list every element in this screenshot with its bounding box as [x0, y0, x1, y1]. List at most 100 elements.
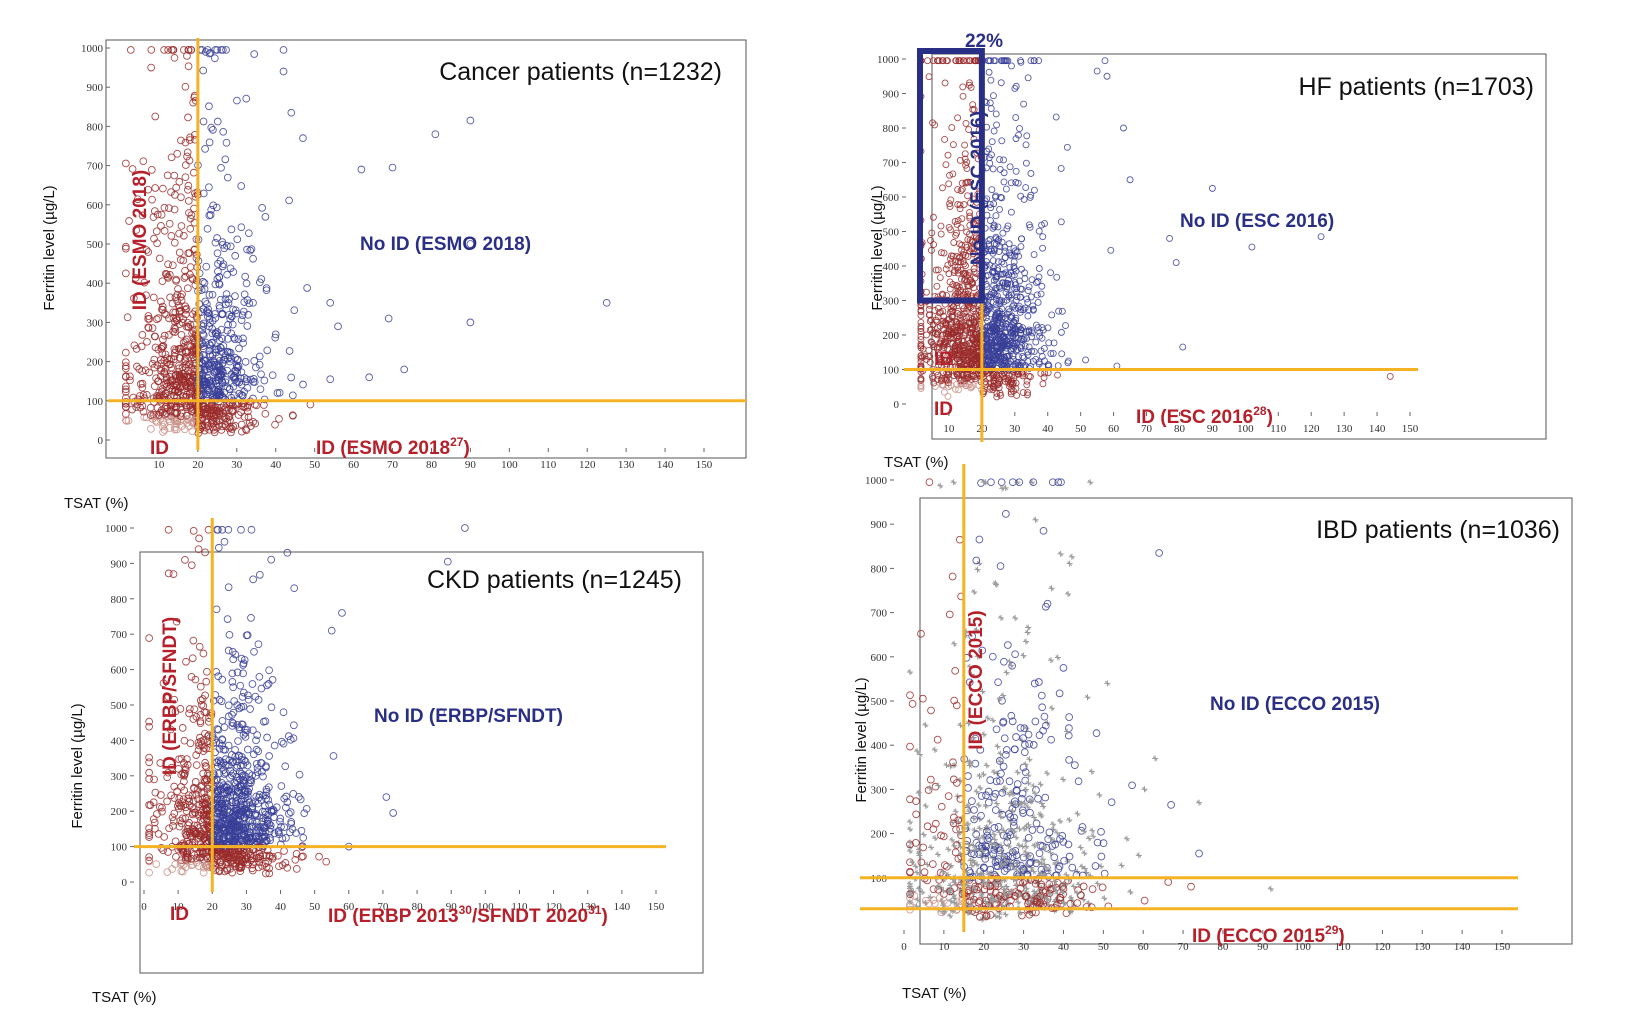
- data-point-no-id: [225, 630, 234, 639]
- data-point-no-id: [282, 834, 290, 842]
- data-point-no-id: [234, 789, 243, 797]
- data-point-id: [955, 351, 963, 359]
- data-point-id: [145, 758, 153, 767]
- data-point-no-id: [252, 736, 260, 745]
- data-point-cross: [974, 653, 981, 660]
- data-point-id: [151, 332, 160, 341]
- data-point-cross: [989, 717, 996, 724]
- x-tick-label: 50: [309, 459, 321, 471]
- data-point-id: [968, 238, 976, 246]
- cross-stroke-d: [916, 847, 922, 853]
- data-point-no-id: [1000, 734, 1009, 743]
- data-point-id: [972, 317, 980, 325]
- data-point-id: [968, 352, 976, 360]
- data-point-id: [946, 171, 954, 179]
- data-point-no-id: [261, 802, 269, 810]
- data-point-no-id: [1016, 125, 1023, 133]
- data-point-id: [189, 168, 198, 177]
- data-point-id: [155, 254, 164, 263]
- data-point-id: [190, 784, 198, 793]
- data-point-no-id: [1007, 711, 1016, 720]
- y-tick-label: 400: [111, 735, 128, 747]
- data-point-id: [178, 290, 186, 299]
- y-tick-label: 800: [883, 123, 900, 135]
- data-point-no-id: [1027, 57, 1035, 65]
- data-point-id: [956, 57, 964, 65]
- data-point-id: [145, 775, 153, 783]
- data-point-id: [170, 53, 179, 62]
- data-point-id: [201, 410, 210, 418]
- data-point-no-id: [218, 811, 226, 820]
- data-point-id: [197, 737, 205, 746]
- data-point-id: [956, 357, 964, 365]
- data-point-no-id: [1005, 249, 1013, 257]
- data-point-no-id: [255, 352, 264, 361]
- data-point-id: [188, 654, 197, 663]
- data-point-id: [142, 246, 151, 254]
- data-point-id: [946, 358, 954, 366]
- cross-stroke-d: [1022, 838, 1028, 844]
- data-point-no-id: [214, 386, 223, 395]
- data-point-id: [184, 185, 192, 194]
- data-point-no-id: [1101, 57, 1109, 65]
- data-point-id: [933, 376, 941, 384]
- cross-stroke-d: [1098, 863, 1104, 869]
- data-point-cross: [984, 715, 991, 722]
- data-point-no-id: [993, 343, 1001, 351]
- data-point-no-id: [989, 165, 997, 173]
- data-point-no-id: [1020, 306, 1027, 314]
- data-point-no-id: [273, 389, 282, 397]
- data-point-no-id: [265, 666, 273, 675]
- data-point-id: [184, 113, 192, 122]
- data-point-cross: [997, 750, 1004, 757]
- data-point-id: [942, 161, 950, 169]
- data-point-no-id: [270, 741, 279, 750]
- data-point-id: [201, 758, 209, 767]
- data-point-no-id: [992, 316, 1000, 324]
- data-point-id: [205, 398, 214, 407]
- data-point-no-id: [1011, 330, 1019, 337]
- data-point-id: [206, 797, 215, 806]
- data-point-no-id: [233, 720, 241, 729]
- data-point-no-id: [226, 348, 235, 357]
- data-point-id: [244, 413, 253, 421]
- data-point-id: [210, 428, 219, 437]
- data-point-id: [168, 813, 177, 822]
- data-point-no-id: [221, 755, 230, 764]
- cross-stroke-d: [921, 832, 927, 837]
- data-point-no-id: [1006, 337, 1014, 345]
- data-point-no-id: [235, 344, 243, 353]
- x-tick-label: 70: [387, 459, 399, 471]
- data-point-no-id: [222, 138, 231, 147]
- data-point-no-id: [206, 211, 215, 219]
- data-point-no-id: [250, 357, 259, 365]
- cross-stroke-d: [953, 808, 959, 814]
- data-point-no-id: [1058, 350, 1066, 358]
- data-point-id: [969, 101, 977, 109]
- data-point-id: [957, 187, 965, 195]
- data-point-no-id: [1017, 243, 1025, 250]
- data-point-no-id: [218, 334, 226, 343]
- data-point-no-id: [991, 291, 999, 299]
- cross-stroke-d: [907, 826, 913, 832]
- data-point-no-id: [983, 336, 991, 344]
- data-point-id: [939, 184, 946, 192]
- data-point-no-id: [1022, 141, 1030, 149]
- data-point-no-id: [993, 347, 1001, 355]
- data-point-no-id: [227, 312, 236, 320]
- data-point-no-id: [1019, 353, 1027, 360]
- data-point-no-id: [1029, 302, 1037, 310]
- data-point-no-id: [1011, 304, 1019, 312]
- data-point-no-id: [1007, 329, 1015, 337]
- data-point-id: [223, 864, 231, 873]
- data-point-no-id: [215, 782, 224, 791]
- data-point-no-id: [971, 734, 980, 743]
- data-point-id: [961, 331, 969, 339]
- data-point-id: [924, 57, 931, 65]
- cross-stroke-d: [948, 763, 953, 769]
- data-point-no-id: [227, 750, 236, 759]
- data-point-no-id: [292, 829, 300, 837]
- data-point-id: [173, 149, 182, 158]
- data-point-no-id: [976, 745, 985, 754]
- data-point-id: [170, 695, 179, 704]
